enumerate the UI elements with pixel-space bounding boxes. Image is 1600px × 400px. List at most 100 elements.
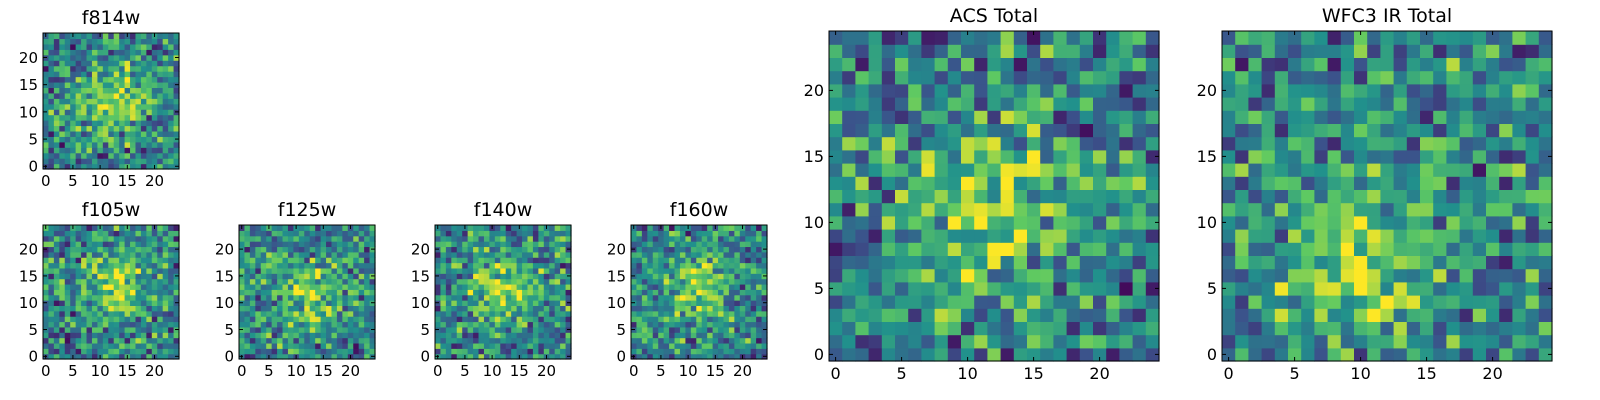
- heatmap-cell: [358, 316, 365, 323]
- heatmap-cell: [97, 230, 104, 237]
- heatmap-cell: [674, 300, 681, 306]
- heatmap-cell: [53, 98, 60, 105]
- heatmap-cell: [358, 267, 365, 274]
- heatmap-cell: [59, 60, 66, 67]
- heatmap-cell: [168, 98, 175, 105]
- heatmap-cell: [157, 152, 164, 159]
- heatmap-cell: [108, 353, 115, 360]
- heatmap-cell: [701, 241, 708, 248]
- heatmap-cell: [1314, 202, 1329, 217]
- heatmap-cell: [113, 316, 120, 323]
- heatmap-cell: [1235, 215, 1249, 230]
- heatmap-cell: [1393, 149, 1408, 164]
- heatmap-cell: [674, 241, 681, 248]
- heatmap-cell: [81, 230, 88, 237]
- heatmap-cell: [549, 251, 556, 258]
- heatmap-cell: [353, 283, 360, 290]
- x-tick-label: 10: [91, 362, 110, 380]
- heatmap-cell: [527, 321, 534, 328]
- heatmap-cell: [1459, 242, 1474, 256]
- heatmap-cell: [685, 267, 692, 274]
- heatmap-cell: [1274, 136, 1289, 151]
- heatmap-cell: [249, 326, 256, 333]
- heatmap-cell: [309, 230, 316, 237]
- heatmap-cell: [527, 241, 534, 248]
- heatmap-cell: [70, 103, 77, 110]
- heatmap-cell: [1512, 97, 1527, 111]
- heatmap-cell: [1301, 31, 1315, 45]
- heatmap-cell: [304, 246, 311, 253]
- heatmap-cell: [64, 337, 71, 344]
- heatmap-cell: [1538, 57, 1553, 72]
- heatmap-cell: [1261, 110, 1276, 124]
- heatmap-cell: [59, 125, 66, 132]
- heatmap-cell: [1274, 123, 1289, 138]
- heatmap-cell: [244, 267, 251, 274]
- heatmap-cell: [86, 294, 93, 301]
- heatmap-cell: [124, 92, 131, 99]
- heatmap-cell: [146, 326, 153, 333]
- heatmap-cell: [1459, 149, 1474, 164]
- heatmap-cell: [43, 262, 50, 269]
- heatmap-cell: [53, 33, 60, 40]
- heatmap-cell: [97, 43, 104, 50]
- heatmap-cell: [249, 289, 256, 296]
- heatmap-cell: [162, 251, 169, 258]
- heatmap-cell: [342, 348, 349, 355]
- heatmap-cell: [326, 316, 333, 323]
- heatmap-cell: [538, 225, 545, 231]
- heatmap-cell: [244, 262, 251, 269]
- heatmap-cell: [511, 246, 518, 253]
- heatmap-cell: [723, 316, 730, 323]
- heatmap-cell: [277, 241, 284, 248]
- heatmap-cell: [97, 262, 104, 269]
- heatmap-cell: [64, 114, 71, 121]
- heatmap-cell: [287, 337, 294, 344]
- heatmap-cell: [146, 251, 153, 258]
- heatmap-cell: [151, 98, 158, 105]
- heatmap-cell: [560, 267, 567, 274]
- heatmap-cell: [244, 348, 251, 355]
- heatmap-cell: [505, 289, 512, 296]
- heatmap-cell: [119, 235, 126, 242]
- heatmap-cell: [91, 337, 98, 344]
- heatmap-cell: [358, 353, 365, 360]
- heatmap-cell: [304, 337, 311, 344]
- heatmap-cell: [53, 109, 60, 116]
- heatmap-cell: [511, 294, 518, 301]
- heatmap-cell: [1288, 70, 1302, 85]
- heatmap-cell: [636, 289, 643, 296]
- heatmap-cell: [119, 310, 126, 317]
- heatmap-cell: [64, 136, 71, 143]
- heatmap-cell: [162, 257, 169, 264]
- heatmap-cell: [97, 76, 104, 83]
- heatmap-cell: [239, 289, 246, 296]
- heatmap-cell: [663, 342, 670, 349]
- heatmap-cell: [1274, 149, 1289, 164]
- heatmap-cell: [1486, 229, 1500, 243]
- heatmap-cell: [500, 342, 507, 349]
- heatmap-cell: [1288, 229, 1302, 243]
- heatmap-cell: [86, 65, 93, 72]
- heatmap-cell: [168, 71, 175, 78]
- heatmap-cell: [162, 337, 169, 344]
- heatmap-cell: [1235, 281, 1249, 296]
- heatmap-cell: [277, 332, 284, 339]
- heatmap-cell: [669, 246, 676, 253]
- heatmap-cell: [70, 278, 77, 285]
- heatmap-cell: [543, 310, 550, 317]
- heatmap-cell: [1248, 149, 1263, 164]
- heatmap-cell: [435, 289, 442, 296]
- heatmap-cell: [560, 332, 567, 339]
- heatmap-cell: [135, 342, 142, 349]
- x-tick-label: 15: [118, 172, 137, 190]
- heatmap-cell: [538, 305, 545, 312]
- heatmap-cell: [53, 267, 60, 274]
- heatmap-cell: [1459, 268, 1474, 283]
- heatmap-cell: [451, 257, 458, 264]
- heatmap-cell: [456, 241, 463, 248]
- heatmap-cell: [1380, 268, 1395, 283]
- heatmap-cell: [140, 92, 147, 99]
- heatmap-cell: [364, 310, 371, 317]
- heatmap-cell: [1486, 176, 1500, 190]
